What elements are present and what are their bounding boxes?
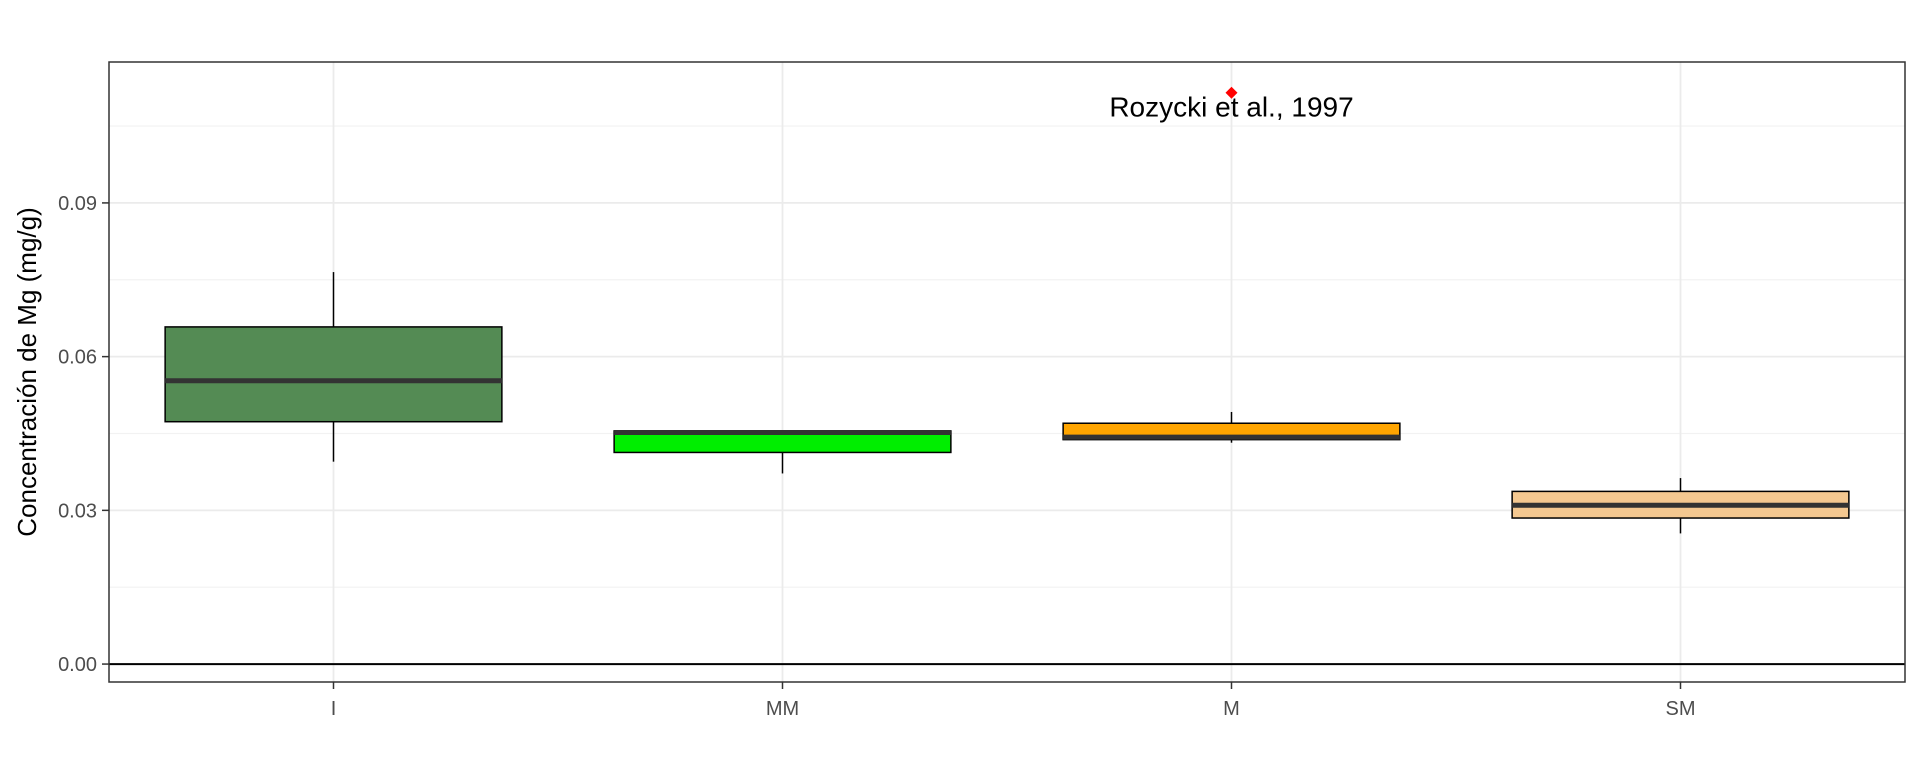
box-iqr [164, 326, 503, 423]
y-tick-label: 0.09 [58, 193, 97, 215]
x-tick-label: MM [766, 698, 799, 720]
x-axis: I MM M SM [331, 682, 1696, 720]
y-tick-label: 0.00 [58, 654, 97, 676]
reference-points: Rozycki et al., 1997 [1109, 86, 1354, 123]
y-axis: 0.00 0.03 0.06 0.09 [58, 193, 109, 676]
boxplot-series [164, 272, 1850, 534]
x-tick-label: SM [1666, 698, 1696, 720]
y-tick-label: 0.06 [58, 347, 97, 369]
x-tick-label: I [331, 698, 337, 720]
reference-point-label: Rozycki et al., 1997 [1109, 92, 1353, 123]
box-mm [613, 429, 952, 474]
reference-point-marker [1225, 86, 1238, 99]
box-sm [1511, 478, 1850, 534]
y-tick-label: 0.03 [58, 500, 97, 522]
box-i [164, 272, 503, 462]
box-m [1062, 411, 1401, 443]
x-tick-label: M [1223, 698, 1240, 720]
panel-border [108, 61, 1906, 683]
y-axis-title: Concentración de Mg (mg/g) [12, 207, 42, 536]
